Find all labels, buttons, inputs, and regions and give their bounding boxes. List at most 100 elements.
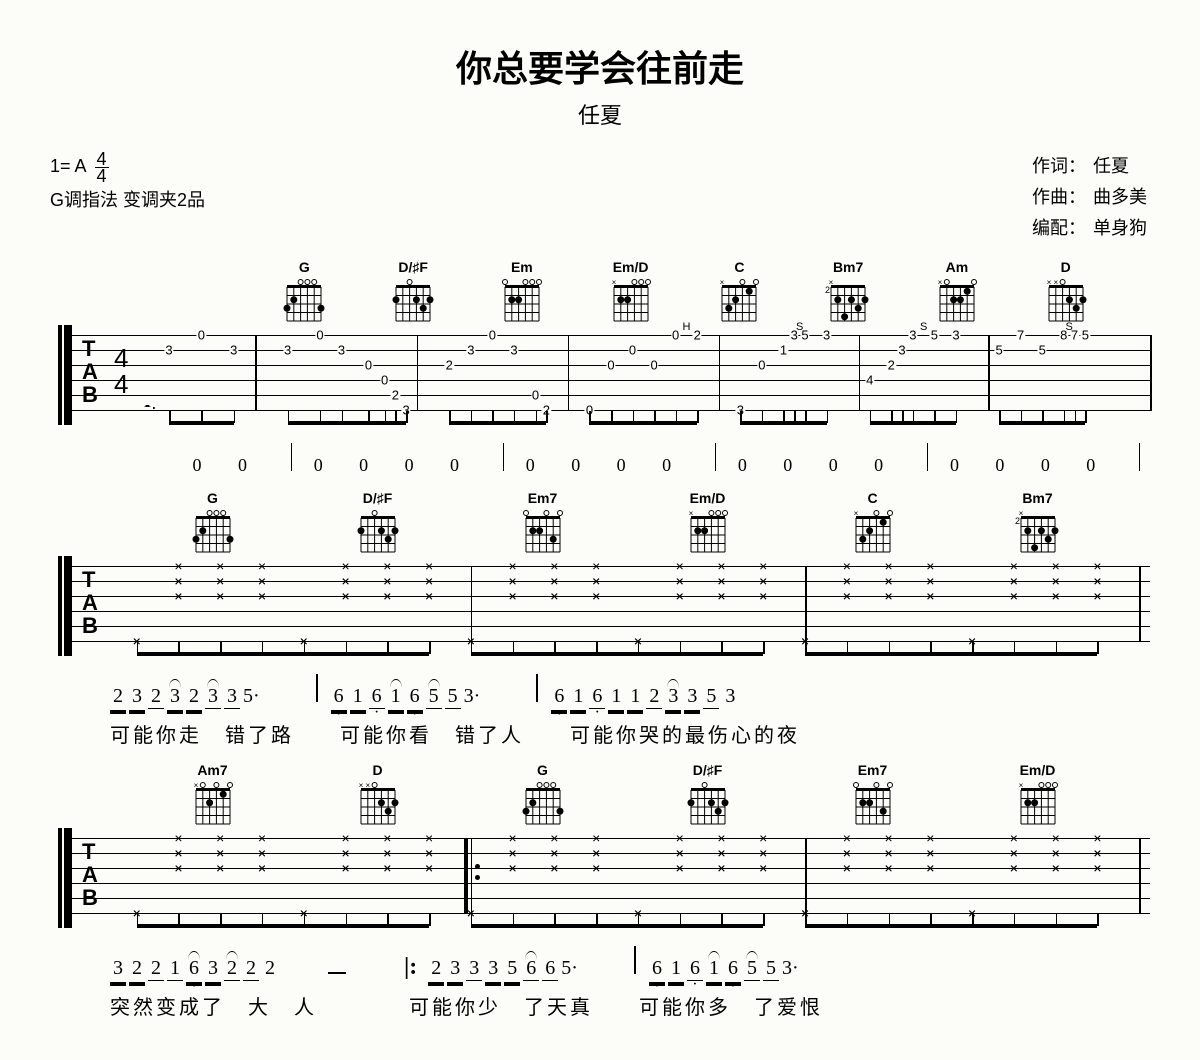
chord-diagram: G bbox=[183, 490, 243, 556]
artist-name: 任夏 bbox=[50, 98, 1150, 130]
lyric-char: 可 bbox=[110, 719, 130, 748]
chord-diagram: Em7 bbox=[513, 490, 573, 556]
chord-diagram: Em/D× bbox=[601, 259, 661, 325]
fret-number: 3 bbox=[509, 343, 518, 358]
fret-number: 3 bbox=[908, 328, 917, 343]
fret-number: 0 bbox=[531, 388, 540, 403]
lyric-char: 的 bbox=[754, 719, 774, 748]
chord-diagram: G bbox=[513, 762, 573, 828]
chord-row-3: Am7×D××GD/♯FEm7Em/D× bbox=[50, 758, 1150, 828]
fret-number: 7 bbox=[1016, 328, 1025, 343]
lyric-char: 爱 bbox=[777, 991, 797, 1020]
fret-number: 3 bbox=[229, 343, 238, 358]
num-row-3: 322163222|:23335665·61616553· bbox=[110, 946, 1150, 983]
time-signature: 4 4 bbox=[95, 151, 109, 184]
credits-table: 作词：任夏 作曲：曲多美 编配：单身狗 bbox=[1029, 150, 1150, 245]
fret-number: 3 bbox=[951, 328, 960, 343]
fret-number: 5 bbox=[994, 343, 1003, 358]
chord-diagram: D×× bbox=[348, 762, 408, 828]
fret-number: 3 bbox=[164, 343, 173, 358]
lyric-char: 错 bbox=[225, 719, 245, 748]
svg-text:×: × bbox=[853, 510, 858, 518]
lyric-row-3: 突然变成了大人可能你少了天真可能你多了爱恨 bbox=[110, 991, 1150, 1020]
svg-text:×: × bbox=[1053, 279, 1058, 287]
chord-diagram: C× bbox=[843, 490, 903, 556]
song-title: 你总要学会往前走 bbox=[50, 40, 1150, 92]
lyric-char: 多 bbox=[708, 991, 728, 1020]
lyric-char: 走 bbox=[179, 719, 199, 748]
num-row-2: 23232335·61616553·6161123353 bbox=[110, 674, 1150, 711]
num-row-1: 000000000000000000 bbox=[190, 443, 1150, 476]
lyric-char: 的 bbox=[662, 719, 682, 748]
chord-row-1: GD/♯FEmEm/D×C×Bm72 width="50" height="46… bbox=[50, 255, 1150, 325]
key-info: 1= A bbox=[50, 156, 86, 176]
header-info: 1= A 4 4 G调指法 变调夹2品 作词：任夏 作曲：曲多美 编配：单身狗 bbox=[50, 150, 1150, 245]
chord-diagram: Bm72 width="50" height="46">× bbox=[818, 259, 878, 325]
lyric-char: 可 bbox=[409, 991, 429, 1020]
lyric-char: 夜 bbox=[777, 719, 797, 748]
fret-number: 0 bbox=[364, 358, 373, 373]
lyric-char: 人 bbox=[501, 719, 521, 748]
svg-text:×: × bbox=[358, 782, 363, 790]
lyric-char: 可 bbox=[340, 719, 360, 748]
fret-number: 0 bbox=[628, 343, 637, 358]
lyric-char: 能 bbox=[363, 719, 383, 748]
tab-clef: TAB bbox=[82, 840, 98, 909]
lyric-char: 心 bbox=[731, 719, 751, 748]
svg-text:×: × bbox=[688, 510, 693, 518]
time-sig-staff: 44 bbox=[114, 345, 128, 397]
fret-number: 5 bbox=[1038, 343, 1047, 358]
fret-number: 0 bbox=[606, 358, 615, 373]
fret-number: 4 bbox=[865, 373, 874, 388]
lyric-char: 真 bbox=[570, 991, 590, 1020]
tab-system-2: GD/♯FEm7Em/D×C×Bm72 width="50" height="4… bbox=[50, 486, 1150, 748]
svg-text:×: × bbox=[193, 782, 198, 790]
technique-mark: S bbox=[1065, 321, 1072, 333]
lyric-char: 伤 bbox=[708, 719, 728, 748]
fret-number: 0 bbox=[197, 328, 206, 343]
lyric-char: 突 bbox=[110, 991, 130, 1020]
chord-diagram: D/♯F bbox=[383, 259, 443, 325]
lyric-char: 人 bbox=[294, 991, 314, 1020]
lyric-char: 了 bbox=[478, 719, 498, 748]
lyric-char: 了 bbox=[248, 719, 268, 748]
svg-text:×: × bbox=[611, 279, 616, 287]
chord-diagram: D×× bbox=[1036, 259, 1096, 325]
lyric-char: 大 bbox=[248, 991, 268, 1020]
lyric-char: 你 bbox=[156, 719, 176, 748]
svg-text:×: × bbox=[938, 279, 943, 287]
svg-text:×: × bbox=[365, 782, 370, 790]
svg-text:×: × bbox=[1018, 510, 1023, 518]
lyric-char: 可 bbox=[570, 719, 590, 748]
chord-diagram: Am7× bbox=[183, 762, 243, 828]
lyric-row-2: 可能你走错了路可能你看错了人可能你哭的最伤心的夜 bbox=[110, 719, 1150, 748]
tab-clef: TAB bbox=[82, 568, 98, 637]
fret-number: 3 bbox=[283, 343, 292, 358]
lyric-char: 路 bbox=[271, 719, 291, 748]
chord-diagram: Em/D× bbox=[1008, 762, 1068, 828]
fret-number: 0 bbox=[757, 358, 766, 373]
svg-text:×: × bbox=[1018, 782, 1023, 790]
chord-diagram: Am× bbox=[927, 259, 987, 325]
chord-diagram: Em bbox=[492, 259, 552, 325]
lyric-char: 最 bbox=[685, 719, 705, 748]
svg-text:×: × bbox=[720, 279, 725, 287]
tuning-info: G调指法 变调夹2品 bbox=[50, 184, 205, 216]
fret-number: 5 bbox=[930, 328, 939, 343]
lyric-char: 天 bbox=[547, 991, 567, 1020]
chord-diagram: Bm72 width="50" height="46">× bbox=[1008, 490, 1068, 556]
chord-diagram: G bbox=[274, 259, 334, 325]
lyric-char: 你 bbox=[455, 991, 475, 1020]
tab-system-1: GD/♯FEmEm/D×C×Bm72 width="50" height="46… bbox=[50, 255, 1150, 476]
fret-number: 3 bbox=[897, 343, 906, 358]
lyric-char: 然 bbox=[133, 991, 153, 1020]
fret-number: 0 bbox=[315, 328, 324, 343]
lyric-char: 能 bbox=[593, 719, 613, 748]
lyric-char: 变 bbox=[156, 991, 176, 1020]
fret-number: 3 bbox=[466, 343, 475, 358]
lyric-char: 哭 bbox=[639, 719, 659, 748]
fret-number: 0 bbox=[380, 373, 389, 388]
fret-number: 0 bbox=[488, 328, 497, 343]
technique-mark: H bbox=[682, 321, 690, 333]
fret-number: 0 bbox=[649, 358, 658, 373]
